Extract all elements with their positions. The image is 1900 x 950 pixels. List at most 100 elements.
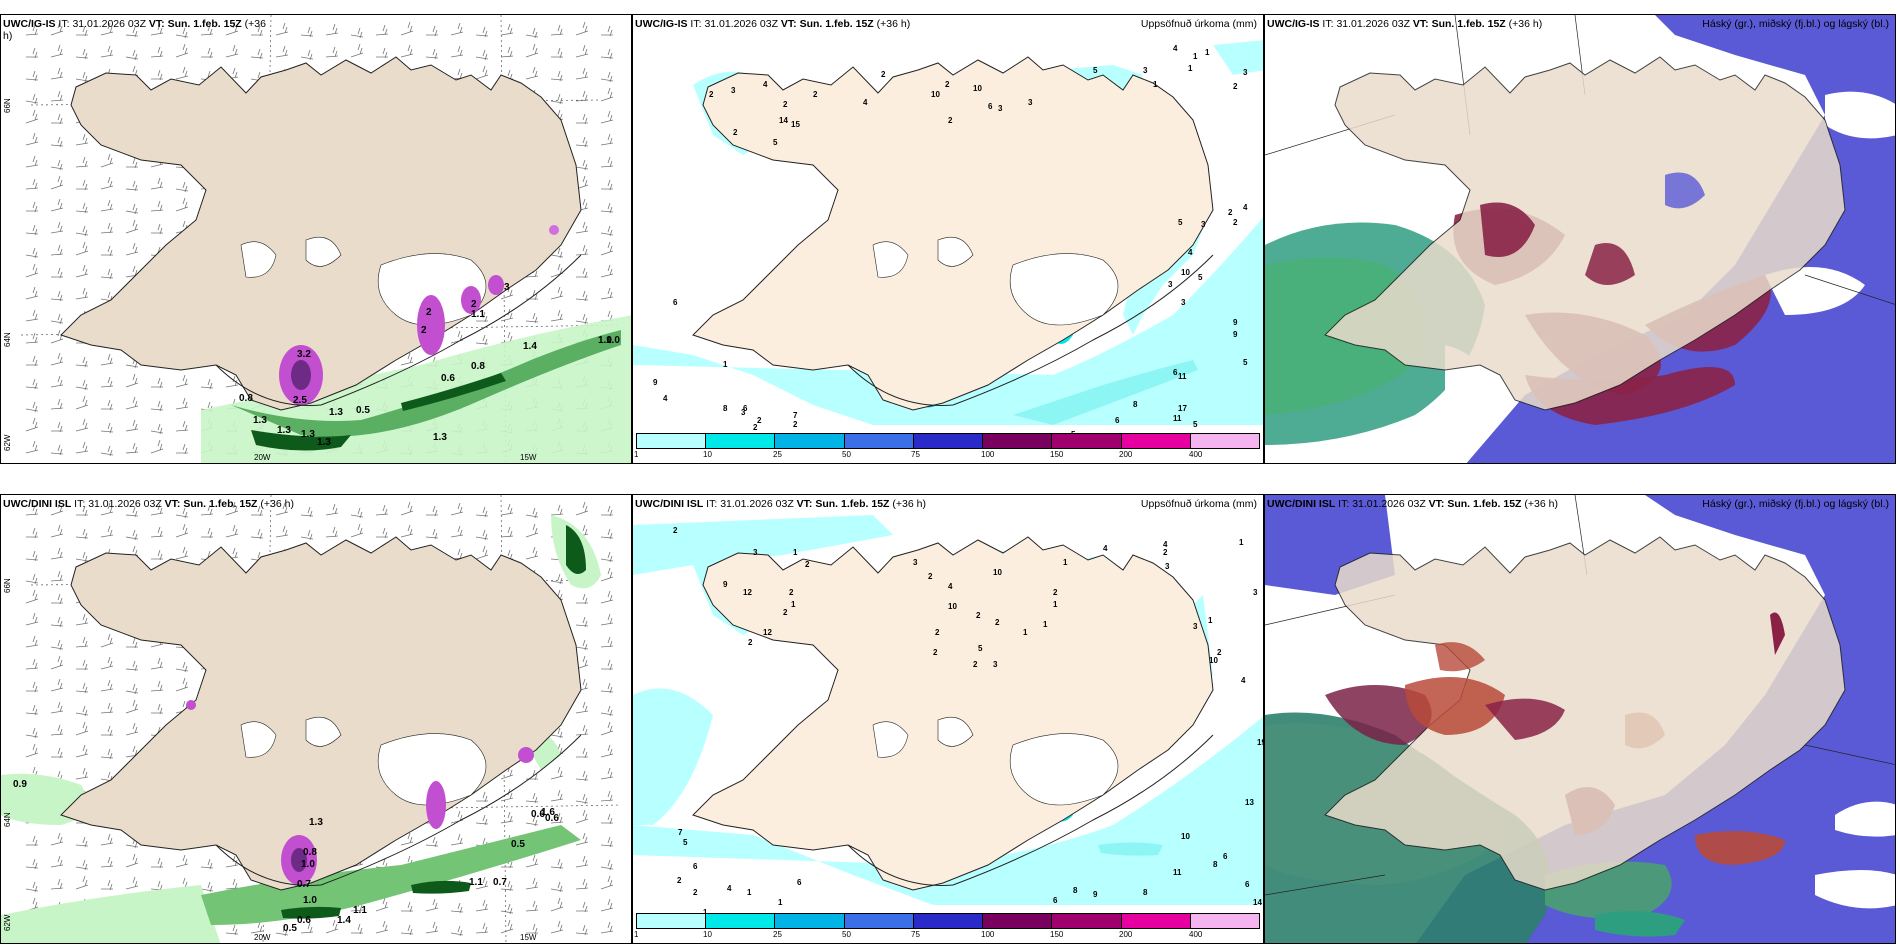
precip-value-label: 4: [863, 98, 868, 107]
panel-title: UWC/DINI ISL IT: 31.01.2026 03Z VT: Sun.…: [3, 498, 294, 510]
precip-value-label: 5: [1193, 420, 1198, 429]
precip-value-label: 2: [757, 416, 762, 425]
precip-value-label: 1: [1239, 538, 1244, 547]
colorbar-segment: [1190, 434, 1259, 448]
lat-label-66n: 66N: [3, 578, 12, 593]
precip-value-label: 17: [1178, 404, 1187, 413]
precip-value-label: 11: [1173, 868, 1182, 877]
colorbar-segment: [706, 434, 776, 448]
precip-value-label: 9: [653, 378, 658, 387]
precip-value-label: 2: [748, 638, 753, 647]
colorbar-ticks: 1 10 25 50 75 100 150 200 400: [634, 930, 1260, 940]
colorbar-segment: [913, 434, 984, 448]
colorbar-tick-label: 100: [981, 450, 995, 459]
precip-value-label: 14: [1253, 898, 1262, 907]
contour-labels: 3.20.8 2.51.31.3 1.31.30.51.00.80.61.41.32…: [239, 282, 620, 448]
contour-label: 1.1: [471, 309, 485, 320]
precip-value-label: 13: [1245, 798, 1254, 807]
lat-label-62w: 62W: [3, 914, 12, 931]
precip-value-label: 2: [673, 526, 678, 535]
contour-label: 1.4: [337, 915, 351, 926]
precip-value-label: 2: [945, 80, 950, 89]
colorbar-segment: [637, 434, 707, 448]
contour-label: 1.4: [523, 341, 537, 352]
precip-value-label: 6: [1245, 880, 1250, 889]
contour-label: 1.0: [598, 335, 612, 346]
panel-title: UWC/IG-IS IT: 31.01.2026 03Z VT: Sun. 1.…: [1267, 18, 1543, 30]
precip-value-label: 2: [793, 420, 798, 429]
precip-value-label: 2: [973, 660, 978, 669]
precip-value-label: 2: [1217, 648, 1222, 657]
colorbar-tick-label: 25: [773, 930, 782, 939]
lat-label-66n: 66N: [3, 98, 12, 113]
precip-value-label: 3: [1143, 66, 1148, 75]
contour-label: 1.1: [353, 905, 367, 916]
panel-title: UWC/DINI ISL IT: 31.01.2026 03Z VT: Sun.…: [1267, 498, 1558, 510]
precip-value-label: 4: [948, 582, 953, 591]
colorbar-tick-label: 50: [842, 930, 851, 939]
precip-value-label: 3: [1165, 562, 1170, 571]
colorbar-segment: [913, 914, 984, 928]
precip-value-label: 1: [1153, 80, 1158, 89]
lon-label-20w: 20W: [254, 933, 271, 942]
precip-value-label: 2: [1233, 218, 1238, 227]
precip-value-label: 2: [928, 572, 933, 581]
precip-value-label: 6: [1223, 852, 1228, 861]
precip-value-label: 4: [1103, 544, 1108, 553]
contour-label: 0.5: [356, 405, 370, 416]
precip-value-label: 3: [993, 660, 998, 669]
colorbar-segment: [775, 434, 845, 448]
map-wind-precip-ig-is: 3.20.8 2.51.31.3 1.31.30.51.00.80.61.41.32…: [1, 15, 631, 463]
panel-right-title: Háský (gr.), miðský (fj.bl.) og lágský (…: [1702, 18, 1889, 30]
precip-value-label: 10: [948, 602, 957, 611]
precip-value-label: 2: [789, 588, 794, 597]
precip-value-label: 2: [933, 648, 938, 657]
panel-accum-precip-ig-is: 1 3 4 5 2 2 2 2 4 14 15 10 2 2 10 6 3 3 2 4 1 3 1 3 5 1 2 2 4 3 3 5 2 10 5…: [632, 14, 1264, 464]
precip-value-label: 6: [1115, 416, 1120, 425]
contour-label: 1.3: [433, 432, 447, 443]
panel-right-title: Háský (gr.), miðský (fj.bl.) og lágský (…: [1702, 498, 1889, 510]
precip-value-label: 5: [683, 838, 688, 847]
colorbar-tick-label: 1: [634, 930, 639, 939]
precip-value-label: 5: [978, 644, 983, 653]
precip-value-label: 4: [1241, 676, 1246, 685]
precip-value-label: 2: [709, 90, 714, 99]
precip-value-label: 7: [793, 411, 798, 420]
iceland-landmass: [1324, 56, 1846, 411]
precip-value-label: 1: [1193, 52, 1198, 61]
precip-value-label: 1: [1043, 620, 1048, 629]
panel-right-title: Uppsöfnuð úrkoma (mm): [1140, 18, 1257, 30]
precip-value-label: 3: [913, 558, 918, 567]
precip-value-label: 1: [1208, 616, 1213, 625]
colorbar-tick-label: 200: [1119, 930, 1133, 939]
precip-value-label: 3: [741, 408, 746, 417]
colorbar-tick-label: 100: [981, 930, 995, 939]
contour-label: 2: [471, 299, 477, 310]
colorbar-ticks: 1 10 25 50 75 100 150 200 400: [634, 450, 1260, 460]
precip-value-label: 3: [1028, 98, 1033, 107]
precip-value-label: 2: [753, 423, 758, 432]
colorbar-tick-label: 75: [911, 930, 920, 939]
precip-value-label: 6: [1173, 368, 1178, 377]
panel-accum-precip-dini: 2 2 2 1 2 3 9 12 2 12 3 1 2 10 4 10 2 2 2 2 5 2 3 1 1 2 1 1 4 4 2 3 3 1 1 3…: [632, 494, 1264, 944]
colorbar-segment: [775, 914, 845, 928]
precip-value-label: 1: [778, 898, 783, 907]
precip-value-label: 2: [805, 560, 810, 569]
precip-value-label: 4: [1243, 203, 1248, 212]
precip-value-label: 2: [948, 116, 953, 125]
precip-value-label: 1: [1023, 628, 1028, 637]
map-wind-precip-dini: 0.91.31.00.70.81.40.61.00.50.71.11.60.50…: [1, 495, 631, 943]
panel-title: UWC/IG-IS IT: 31.01.2026 03Z VT: Sun. 1.…: [3, 18, 266, 42]
colorbar-tick-label: 25: [773, 450, 782, 459]
precip-value-label: 3: [1253, 588, 1258, 597]
colorbar-tick-label: 10: [703, 450, 712, 459]
contour-labels: 0.91.31.00.70.81.40.61.00.50.71.11.60.50…: [13, 779, 559, 934]
precip-value-label: 10: [973, 84, 982, 93]
precip-shading: [1, 515, 601, 943]
contour-label: 3.2: [297, 349, 311, 360]
precip-value-label: 10: [1181, 832, 1190, 841]
precip-value-label: 11: [1173, 414, 1182, 423]
colorbar-tick-label: 50: [842, 450, 851, 459]
precip-value-label: 1: [747, 888, 752, 897]
